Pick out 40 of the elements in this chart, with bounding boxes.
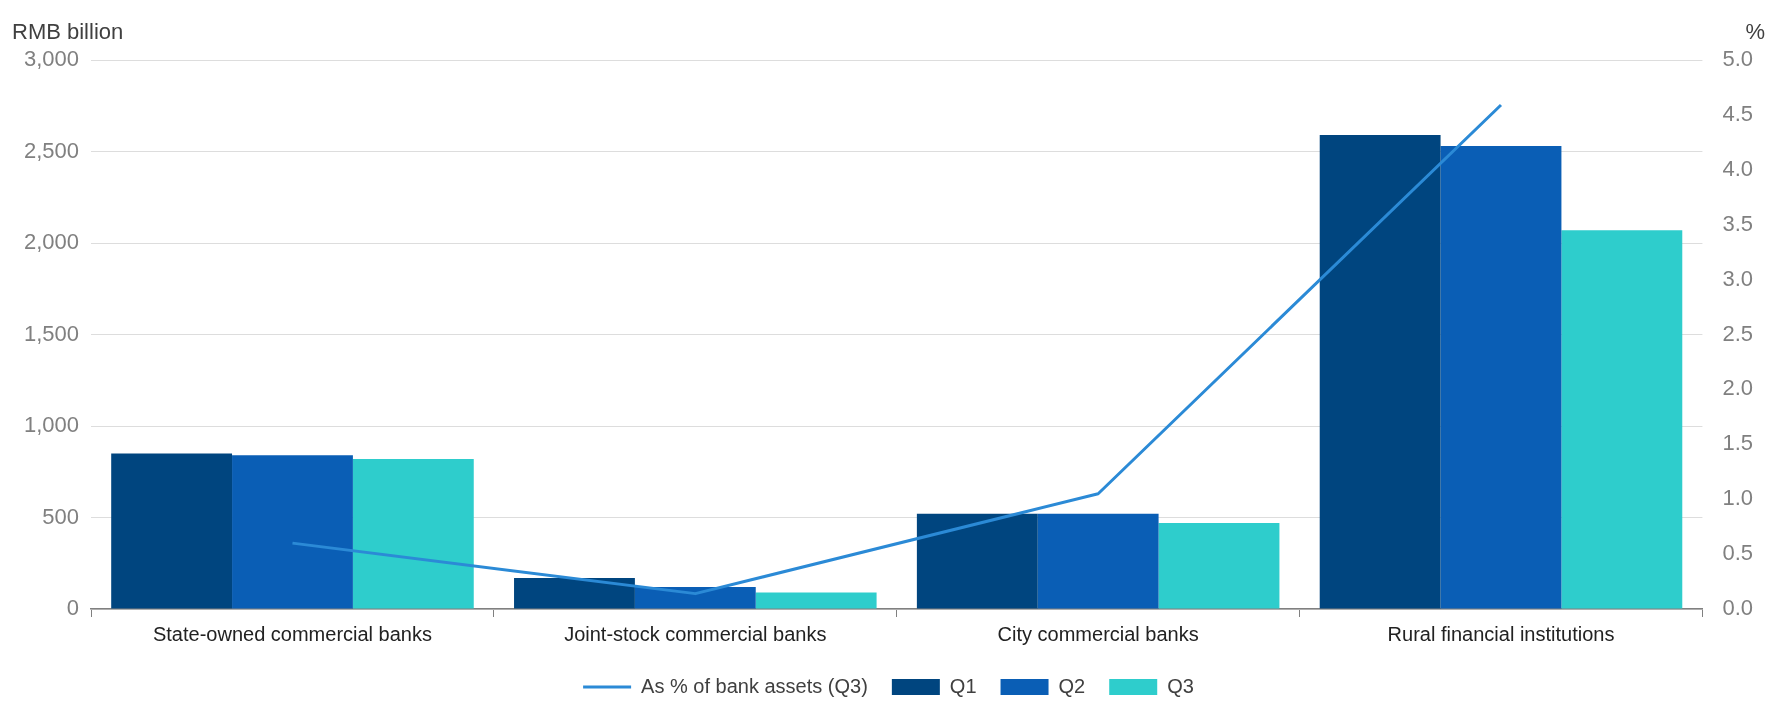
y-tick-label: 500 bbox=[42, 503, 80, 529]
y-axis-title: RMB billion bbox=[12, 19, 124, 45]
x-tick-label: Joint-stock commercial banks bbox=[564, 622, 827, 645]
bar bbox=[111, 453, 233, 609]
legend-label: As % of bank assets (Q3) bbox=[641, 674, 868, 697]
y-tick-label: 1,500 bbox=[23, 320, 80, 346]
x-tick-label: Rural financial institutions bbox=[1387, 622, 1615, 645]
y2-tick-label: 2.0 bbox=[1722, 375, 1754, 401]
bar bbox=[1158, 522, 1280, 609]
y-tick-label: 1,000 bbox=[23, 412, 80, 438]
x-tick-label: State-owned commercial banks bbox=[152, 622, 432, 645]
legend-label: Q3 bbox=[1167, 674, 1194, 697]
bar bbox=[755, 592, 877, 609]
y-tick-label: 3,000 bbox=[23, 46, 80, 72]
bar bbox=[232, 455, 353, 609]
y2-tick-label: 4.0 bbox=[1722, 155, 1754, 181]
bar bbox=[1037, 513, 1159, 609]
y-tick-label: 2,500 bbox=[23, 137, 80, 163]
y2-tick-label: 0.5 bbox=[1722, 540, 1754, 566]
y2-tick-label: 2.5 bbox=[1722, 320, 1754, 346]
y-tick-label: 0 bbox=[66, 595, 80, 621]
y2-tick-label: 3.5 bbox=[1722, 210, 1754, 236]
bar bbox=[1561, 230, 1683, 609]
y2-axis-title: % bbox=[1745, 19, 1765, 45]
bar bbox=[352, 458, 474, 609]
x-tick-label: City commercial banks bbox=[997, 622, 1199, 645]
bar bbox=[916, 513, 1038, 609]
y-tick-label: 2,000 bbox=[23, 229, 80, 255]
bar bbox=[514, 577, 635, 609]
bar bbox=[1440, 146, 1562, 609]
y2-tick-label: 3.0 bbox=[1722, 265, 1754, 291]
y2-tick-label: 5.0 bbox=[1722, 46, 1754, 72]
y2-tick-label: 1.0 bbox=[1722, 485, 1754, 511]
bar bbox=[1319, 135, 1441, 609]
legend-label: Q2 bbox=[1058, 674, 1086, 697]
y2-tick-label: 4.5 bbox=[1722, 100, 1754, 126]
y2-tick-label: 0.0 bbox=[1722, 595, 1754, 621]
legend-label: Q1 bbox=[949, 674, 977, 697]
bar bbox=[634, 587, 756, 609]
y2-tick-label: 1.5 bbox=[1722, 430, 1754, 456]
